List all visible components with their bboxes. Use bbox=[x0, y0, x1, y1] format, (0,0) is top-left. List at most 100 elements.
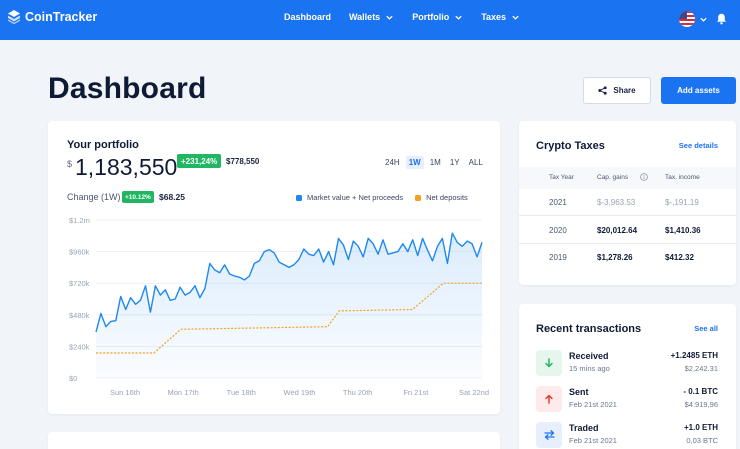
transaction-fiat: 0,03 BTC bbox=[686, 436, 718, 445]
y-tick-label: $0 bbox=[69, 374, 77, 383]
page-title: Dashboard bbox=[48, 72, 207, 105]
header-cap-gains: Cap. gains bbox=[597, 174, 629, 181]
portfolio-currency: $ bbox=[67, 159, 73, 169]
legend-label: Net deposits bbox=[426, 193, 468, 202]
x-tick-label: Sun 16th bbox=[110, 388, 140, 397]
nav-link-portfolio[interactable]: Portfolio bbox=[412, 12, 463, 22]
transactions-title: Recent transactions bbox=[536, 323, 642, 335]
x-tick-label: Sat 22nd bbox=[459, 388, 489, 397]
nav-label: Portfolio bbox=[412, 12, 450, 22]
row-year: 2021 bbox=[549, 198, 567, 207]
transaction-row[interactable]: Received 15 mins ago +1.2485 ETH $2,242.… bbox=[519, 348, 736, 384]
portfolio-label: Your portfolio bbox=[67, 139, 139, 151]
see-details-link[interactable]: See details bbox=[678, 141, 718, 150]
info-icon[interactable] bbox=[640, 173, 648, 181]
header-tax-year: Tax Year bbox=[549, 174, 574, 181]
range-1w[interactable]: 1W bbox=[405, 156, 424, 169]
add-assets-button[interactable]: Add assets bbox=[661, 77, 736, 104]
portfolio-value: 1,183,550 bbox=[75, 154, 178, 180]
chevron-down-icon bbox=[386, 15, 393, 20]
x-tick-label: Fri 21st bbox=[403, 388, 429, 397]
swap-icon bbox=[543, 430, 555, 440]
market-value-line bbox=[95, 232, 483, 333]
range-1m[interactable]: 1M bbox=[429, 158, 441, 167]
range-selector: 24H 1W 1M 1Y ALL bbox=[382, 156, 486, 169]
x-tick-label: Wed 19th bbox=[284, 388, 316, 397]
sent-badge bbox=[536, 386, 562, 412]
change-label: Change (1W) bbox=[67, 192, 121, 202]
taxes-table-header: Tax Year Cap. gains Tax. income bbox=[519, 167, 736, 189]
nav-link-wallets[interactable]: Wallets bbox=[349, 12, 394, 22]
arrow-up-icon bbox=[545, 394, 553, 404]
secondary-card bbox=[48, 432, 500, 449]
y-tick-label: $1.2m bbox=[69, 216, 90, 225]
nav-right bbox=[679, 11, 727, 27]
see-all-link[interactable]: See all bbox=[694, 324, 718, 333]
row-income: $1,410.36 bbox=[665, 226, 701, 235]
share-icon bbox=[598, 86, 608, 95]
change-badge: +10.12% bbox=[122, 191, 154, 203]
chevron-down-icon bbox=[700, 17, 707, 22]
transaction-type: Received bbox=[569, 351, 609, 361]
y-tick-label: $480k bbox=[69, 311, 90, 320]
header-tax-income: Tax. income bbox=[665, 174, 700, 181]
row-gains: $-3,963.53 bbox=[597, 198, 636, 207]
y-tick-label: $720k bbox=[69, 279, 90, 288]
change-value: $68.25 bbox=[159, 192, 185, 202]
row-year: 2019 bbox=[549, 253, 567, 262]
transaction-type: Traded bbox=[569, 423, 599, 433]
share-button[interactable]: Share bbox=[583, 77, 651, 104]
nav-link-dashboard[interactable]: Dashboard bbox=[284, 12, 331, 22]
legend-net-deposits: Net deposits bbox=[415, 193, 468, 202]
portfolio-gain-value: $778,550 bbox=[226, 157, 260, 166]
arrow-down-icon bbox=[545, 358, 553, 368]
transaction-amount: +1.2485 ETH bbox=[670, 351, 718, 360]
brand-name: CoinTracker bbox=[25, 10, 98, 24]
range-1y[interactable]: 1Y bbox=[449, 158, 460, 167]
crypto-taxes-card: Crypto Taxes See details Tax Year Cap. g… bbox=[519, 121, 736, 285]
row-year: 2020 bbox=[549, 226, 567, 235]
transaction-row[interactable]: Traded Feb 21st 2021 +1.0 ETH 0,03 BTC bbox=[519, 420, 736, 449]
market-value-area bbox=[96, 233, 482, 378]
share-label: Share bbox=[613, 86, 636, 95]
brand-logo[interactable]: CoinTracker bbox=[8, 10, 97, 24]
nav-links: Dashboard Wallets Portfolio Taxes bbox=[284, 12, 520, 22]
transaction-time: 15 mins ago bbox=[569, 364, 610, 373]
transaction-fiat: $2,242.31 bbox=[684, 364, 718, 373]
x-tick-label: Thu 20th bbox=[343, 388, 373, 397]
table-row[interactable]: 2019 $1,278.26 $412.32 bbox=[519, 244, 736, 271]
bell-icon[interactable] bbox=[716, 13, 727, 25]
transaction-time: Feb 21st 2021 bbox=[569, 436, 617, 445]
chevron-down-icon bbox=[455, 15, 462, 20]
table-row[interactable]: 2021 $-3,963.53 $-,191.19 bbox=[519, 189, 736, 216]
nav-label: Wallets bbox=[349, 12, 381, 22]
portfolio-gain-badge: +231,24% bbox=[177, 154, 222, 168]
table-row[interactable]: 2020 $20,012.64 $1,410.36 bbox=[519, 217, 736, 244]
range-all[interactable]: ALL bbox=[468, 158, 483, 167]
x-tick-label: Mon 17th bbox=[168, 388, 199, 397]
range-24h[interactable]: 24H bbox=[385, 158, 400, 167]
language-selector[interactable] bbox=[679, 11, 708, 27]
taxes-title: Crypto Taxes bbox=[536, 140, 605, 152]
legend-swatch-orange bbox=[415, 194, 422, 201]
row-income: $412.32 bbox=[665, 253, 694, 262]
cointracker-logo-icon bbox=[8, 10, 20, 24]
chevron-down-icon bbox=[512, 15, 519, 20]
y-tick-label: $240k bbox=[69, 342, 90, 351]
transaction-type: Sent bbox=[569, 387, 589, 397]
x-tick-label: Tue 18th bbox=[227, 388, 256, 397]
recent-transactions-card: Recent transactions See all Received 15 … bbox=[519, 304, 736, 449]
legend-market-value: Market value + Net proceeds bbox=[296, 193, 403, 202]
transaction-amount: +1.0 ETH bbox=[683, 423, 718, 432]
portfolio-chart[interactable]: $0 $240k $480k $720k $960k $1.2m Sun 16th Mon 1… bbox=[48, 121, 500, 414]
net-deposits-line bbox=[96, 282, 482, 354]
transaction-time: Feb 21st 2021 bbox=[569, 400, 617, 409]
chart-legend: Market value + Net proceeds Net deposits bbox=[296, 193, 468, 202]
nav-label: Taxes bbox=[481, 12, 507, 22]
nav-link-taxes[interactable]: Taxes bbox=[481, 12, 520, 22]
row-gains: $20,012.64 bbox=[597, 226, 638, 235]
row-gains: $1,278.26 bbox=[597, 253, 633, 262]
legend-label: Market value + Net proceeds bbox=[307, 193, 404, 202]
row-income: $-,191.19 bbox=[665, 198, 699, 207]
transaction-row[interactable]: Sent Feb 21st 2021 - 0.1 BTC $4.919,96 bbox=[519, 384, 736, 420]
